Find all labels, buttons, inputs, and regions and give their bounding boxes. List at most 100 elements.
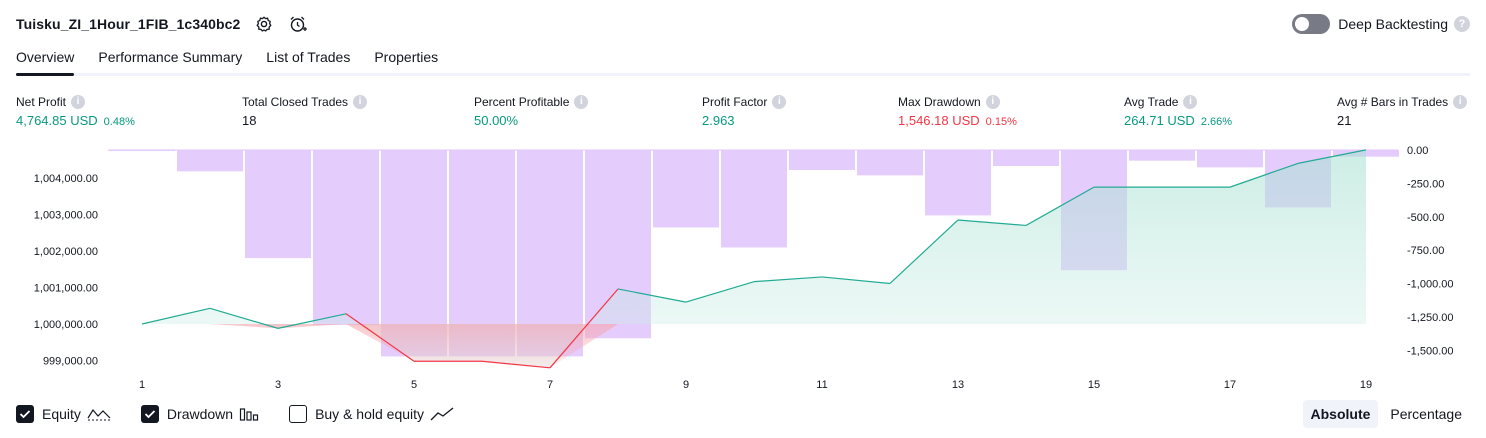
buy-hold-line-icon [430, 406, 454, 422]
equity-line-segment [821, 276, 891, 285]
stat-label: Max Drawdown [898, 94, 981, 109]
stat-net-profit: Net Profit i 4,764.85 USD 0.48% [16, 93, 135, 128]
stat-label: Avg # Bars in Trades [1337, 94, 1449, 109]
equity-line-segment [549, 288, 619, 369]
net-profit-pct: 0.48% [103, 116, 135, 128]
avg-bars-value: 21 [1337, 113, 1352, 128]
equity-line-segment [1025, 186, 1095, 226]
net-profit-value: 4,764.85 USD [16, 113, 98, 128]
drawdown-bar [245, 150, 311, 259]
equity-line-segment [345, 313, 415, 362]
stats-row: Net Profit i 4,764.85 USD 0.48% Total Clos… [0, 93, 1486, 133]
left-tick-label: 1,004,000.00 [34, 173, 98, 185]
x-axis: 1 3 5 7 9 11 13 15 17 19 [139, 379, 1372, 391]
equity-line-segment [209, 307, 279, 329]
equity-line-segment [141, 307, 211, 325]
stat-label: Avg Trade [1124, 94, 1179, 109]
info-icon[interactable]: i [1453, 94, 1468, 109]
tab-properties[interactable]: Properties [374, 49, 439, 65]
equity-line-segment [889, 219, 959, 284]
stat-label: Profit Factor [702, 94, 768, 109]
equity-line-segment [617, 288, 687, 303]
drawdown-bar [517, 150, 583, 357]
right-tick-label: -1,000.00 [1407, 279, 1453, 291]
equity-drawdown-chart[interactable]: 999,000.00 1,000,000.00 1,001,000.00 1,002,… [0, 140, 1486, 395]
deep-backtesting-control: Deep Backtesting ? [1292, 12, 1470, 36]
x-tick-label: 1 [139, 379, 145, 391]
left-tick-label: 1,002,000.00 [34, 246, 98, 258]
equity-line-segment [753, 276, 823, 283]
right-axis: 0.00 -250.00 -500.00 -750.00 -1,000.00 -1,250… [1407, 145, 1453, 357]
stat-label: Percent Profitable [474, 94, 570, 109]
absolute-button[interactable]: Absolute [1302, 400, 1379, 428]
equity-line-segment [1229, 162, 1299, 188]
deep-backtesting-label: Deep Backtesting [1338, 16, 1448, 32]
drawdown-bar [177, 150, 243, 172]
x-tick-label: 9 [683, 379, 689, 391]
tab-overview[interactable]: Overview [16, 44, 75, 76]
stat-max-drawdown: Max Drawdown i 1,546.18 USD 0.15% [898, 93, 1017, 128]
drawdown-bar [1197, 150, 1263, 168]
drawdown-bar [313, 150, 379, 325]
right-tick-label: -750.00 [1407, 245, 1444, 257]
x-tick-label: 15 [1088, 379, 1100, 391]
stat-total-closed-trades: Total Closed Trades i 18 [242, 93, 368, 128]
legend-label: Drawdown [166, 406, 234, 422]
x-tick-label: 19 [1360, 379, 1372, 391]
legend-equity[interactable]: Equity [16, 405, 111, 423]
equity-line-icon [87, 406, 111, 422]
drawdown-bars-icon [239, 406, 259, 422]
legend-drawdown[interactable]: Drawdown [140, 405, 259, 423]
buy-hold-checkbox[interactable] [289, 405, 308, 423]
drawdown-bar [1129, 150, 1195, 161]
drawdown-bar [925, 150, 991, 216]
max-drawdown-pct: 0.15% [985, 116, 1017, 128]
info-icon[interactable]: i [71, 94, 86, 109]
legend-buy-hold[interactable]: Buy & hold equity [289, 405, 454, 423]
info-icon[interactable]: i [985, 94, 1000, 109]
tab-performance-summary[interactable]: Performance Summary [98, 49, 243, 65]
help-icon[interactable]: ? [1454, 16, 1470, 32]
info-icon[interactable]: i [353, 94, 368, 109]
left-axis: 999,000.00 1,000,000.00 1,001,000.00 1,002,… [34, 173, 98, 368]
total-closed-trades-value: 18 [242, 113, 257, 128]
tab-list-of-trades[interactable]: List of Trades [266, 49, 351, 65]
info-icon[interactable]: i [772, 94, 787, 109]
gear-icon[interactable] [254, 14, 274, 34]
drawdown-bar [381, 150, 447, 357]
x-tick-label: 17 [1224, 379, 1236, 391]
x-tick-label: 11 [816, 379, 827, 391]
underwater-area [210, 324, 618, 368]
avg-trade-pct: 2.66% [1200, 116, 1233, 128]
percentage-button[interactable]: Percentage [1390, 406, 1462, 422]
x-tick-label: 3 [275, 379, 281, 391]
drawdown-checkbox[interactable] [140, 405, 159, 423]
drawdown-bar [449, 150, 515, 357]
info-icon[interactable]: i [574, 94, 589, 109]
drawdown-bar [109, 150, 175, 151]
left-tick-label: 999,000.00 [43, 356, 98, 368]
right-tick-label: 0.00 [1407, 145, 1428, 157]
drawdown-bar [857, 150, 923, 176]
left-tick-label: 1,000,000.00 [34, 319, 98, 331]
right-tick-label: -1,500.00 [1407, 345, 1453, 357]
equity-checkbox[interactable] [16, 405, 34, 423]
equity-line-segment [277, 313, 347, 329]
drawdown-bar [993, 150, 1059, 167]
left-tick-label: 1,001,000.00 [34, 283, 98, 295]
tab-bar: Overview Performance Summary List of Tra… [16, 44, 462, 76]
equity-area [142, 149, 1366, 368]
drawdown-bar [653, 150, 719, 228]
drawdown-bar [789, 150, 855, 171]
x-tick-label: 13 [952, 379, 964, 391]
info-icon[interactable]: i [1183, 94, 1198, 109]
deep-backtesting-toggle[interactable] [1292, 14, 1331, 34]
right-tick-label: -250.00 [1407, 178, 1444, 190]
alarm-clock-add-icon[interactable] [288, 14, 308, 34]
equity-line-segment [957, 219, 1027, 227]
stat-avg-bars: Avg # Bars in Trades i 21 [1337, 93, 1468, 128]
x-tick-label: 5 [411, 379, 417, 391]
equity-line-segment [685, 281, 755, 303]
stat-profit-factor: Profit Factor i 2.963 [702, 93, 787, 128]
right-tick-label: -500.00 [1407, 212, 1444, 224]
